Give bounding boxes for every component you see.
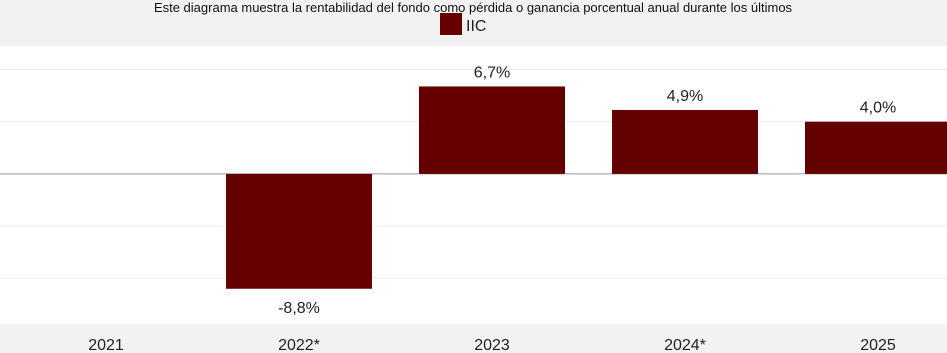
data-label: 4,9%	[667, 88, 703, 105]
data-label: -8,8%	[278, 300, 320, 317]
bars	[226, 86, 947, 289]
x-tick-label: 2021	[88, 337, 124, 353]
bar-2022-est[interactable]	[226, 173, 372, 289]
grid-lines	[0, 68, 947, 279]
bar-2023[interactable]	[419, 86, 565, 174]
data-label: 6,7%	[474, 64, 510, 81]
legend[interactable]: IIC	[440, 13, 486, 35]
bar-2024-est[interactable]	[612, 109, 758, 174]
legend-swatch-iic	[440, 13, 462, 35]
x-axis-tick-labels: 2021 2022* 2023 2024* 2025	[88, 337, 896, 353]
bar-2025[interactable]	[805, 121, 947, 174]
chart-description: Este diagrama muestra la rentabilidad de…	[154, 0, 793, 15]
legend-label-iic: IIC	[466, 18, 486, 35]
x-tick-label: 2022*	[278, 337, 320, 353]
data-label: 4,0%	[860, 100, 896, 117]
x-tick-label: 2025	[860, 337, 896, 353]
value-labels: -8,8% 6,7% 4,9% 4,0%	[278, 64, 896, 316]
x-tick-label: 2023	[474, 337, 510, 353]
x-tick-label: 2024*	[664, 337, 706, 353]
